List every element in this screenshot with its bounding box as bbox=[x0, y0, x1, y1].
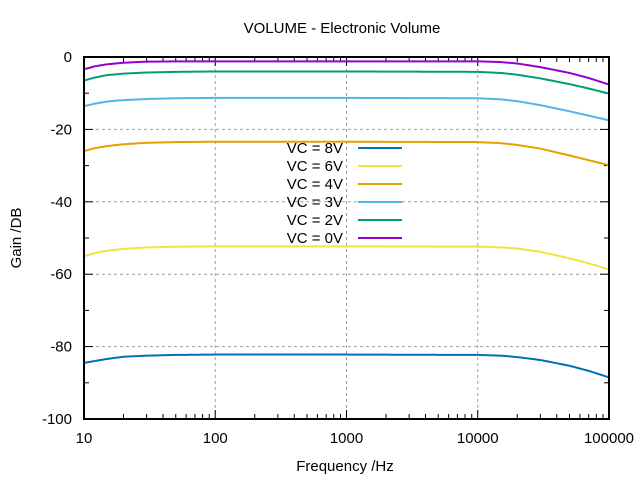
series-line-vc-4v bbox=[83, 140, 610, 167]
y-tick-label: -40 bbox=[50, 194, 72, 211]
legend-label: VC = 0V bbox=[287, 230, 343, 247]
series-line-vc-2v bbox=[83, 70, 610, 95]
series-layer bbox=[83, 60, 610, 379]
plot-frame bbox=[83, 56, 610, 420]
legend-label: VC = 2V bbox=[287, 212, 343, 229]
series-line-vc-3v bbox=[83, 96, 610, 122]
y-tick-label: -80 bbox=[50, 339, 72, 356]
y-tick-label: -60 bbox=[50, 266, 72, 283]
legend-label: VC = 6V bbox=[287, 158, 343, 175]
x-tick-label: 100000 bbox=[584, 430, 634, 447]
series-line-vc-0v bbox=[83, 60, 610, 86]
x-tick-label: 1000 bbox=[330, 430, 363, 447]
x-tick-label: 10000 bbox=[457, 430, 499, 447]
tick-label-layer: 10 100 1000 10000 100000 -100 -80 -60 -40 -20 0 bbox=[42, 49, 634, 447]
legend-label: VC = 3V bbox=[287, 194, 343, 211]
y-axis-label: Gain /DB bbox=[8, 208, 25, 269]
x-axis-label: Frequency /Hz bbox=[296, 458, 394, 475]
series-line-vc-6v bbox=[83, 245, 610, 271]
series-line-vc-8v bbox=[83, 353, 610, 379]
legend-label: VC = 4V bbox=[287, 176, 343, 193]
chart-title: VOLUME - Electronic Volume bbox=[244, 20, 441, 37]
x-tick-label: 10 bbox=[76, 430, 93, 447]
y-tick-label: -100 bbox=[42, 411, 72, 428]
grid-layer bbox=[84, 57, 609, 419]
y-tick-label: 0 bbox=[64, 49, 72, 66]
legend-label: VC = 8V bbox=[287, 140, 343, 157]
y-tick-label: -20 bbox=[50, 121, 72, 138]
x-tick-label: 100 bbox=[203, 430, 228, 447]
